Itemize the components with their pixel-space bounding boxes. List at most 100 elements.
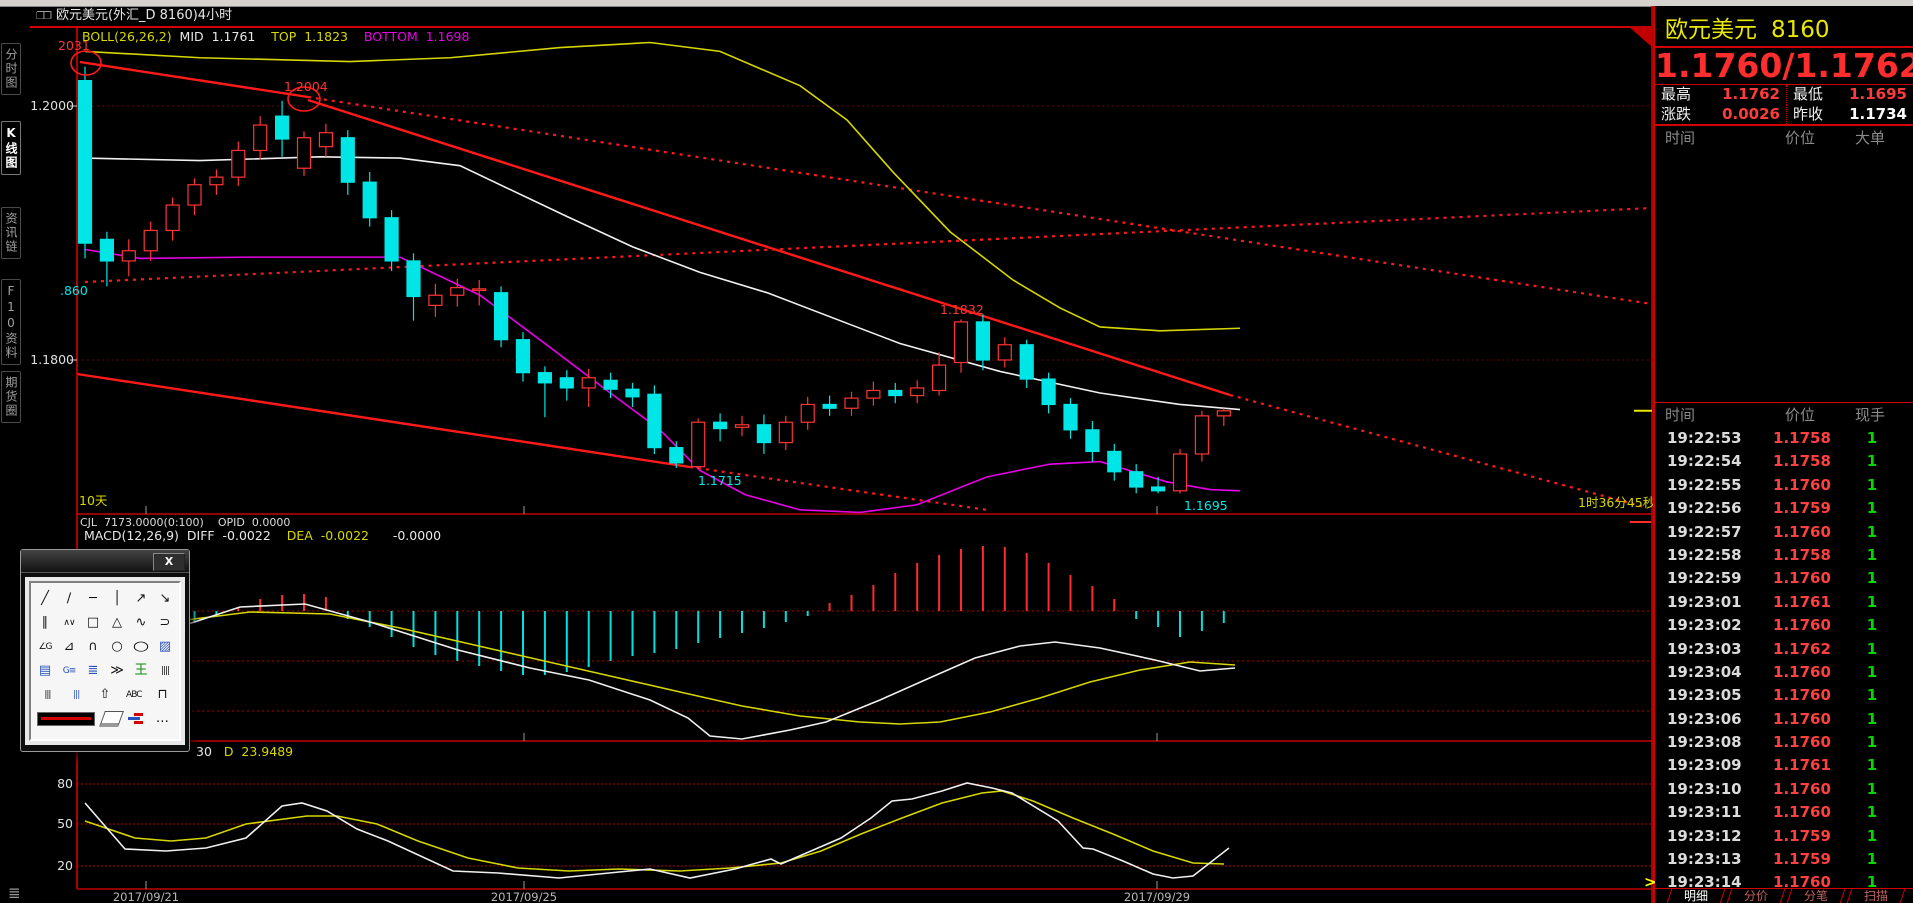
drawing-toolbar-window[interactable]: X ╱ ∕ ─ │ ↗ ↘ ∥ ∧∨ □ △ ∿ ⊃ ∠G ⊿ ∩ ○ ○ ▨ ▤ G≡ ≣ ≫ 王 |||| ||| ||| ⇧ A… (20, 549, 190, 752)
grid-lines-tool[interactable]: |||| (160, 666, 170, 676)
candle-body[interactable] (121, 250, 136, 262)
candle-body[interactable] (778, 421, 793, 444)
candle-body[interactable] (844, 397, 859, 409)
candle-body[interactable] (1216, 410, 1231, 417)
candle-body[interactable] (515, 339, 531, 374)
candle-body[interactable] (362, 181, 377, 219)
candle-body[interactable] (406, 260, 421, 298)
vlines-tool[interactable]: ||| (44, 690, 51, 700)
candle-body[interactable] (340, 137, 355, 183)
polyline-tool[interactable]: ∧∨ (63, 618, 75, 628)
tab-明细[interactable]: 明细 (1666, 889, 1726, 903)
candle-body[interactable] (77, 79, 93, 244)
arrow-up-outline-tool[interactable]: ⇧ (99, 687, 111, 702)
circle-tool[interactable]: ○ (111, 639, 123, 654)
tab-分价[interactable]: 分价 (1726, 889, 1786, 903)
candle-body[interactable] (1019, 344, 1034, 380)
candle-body[interactable] (231, 149, 246, 178)
candle-body[interactable] (1129, 471, 1144, 488)
candle-body[interactable] (165, 204, 180, 232)
candle-body[interactable] (318, 132, 333, 148)
candle-body[interactable] (209, 176, 224, 186)
candle-body[interactable] (866, 389, 881, 399)
candle-body[interactable] (888, 389, 903, 397)
candle-body[interactable] (559, 377, 574, 389)
arc-tool[interactable]: ⊃ (159, 615, 171, 630)
candle-body[interactable] (187, 184, 202, 206)
candle-body[interactable] (756, 424, 772, 444)
candle-body[interactable] (275, 115, 290, 140)
insert-marker-tool[interactable] (128, 712, 144, 726)
sidebar-tab-5[interactable]: 期货圈 (1, 371, 21, 423)
sidebar-tab-4[interactable]: F10资料 (1, 279, 21, 365)
candle-body[interactable] (384, 217, 399, 262)
hatch-band-tool[interactable]: ▨ (158, 639, 172, 654)
more-tools[interactable]: … (155, 711, 169, 726)
text-label-tool[interactable]: ABC (126, 690, 142, 700)
tab-分笔[interactable]: 分笔 (1786, 889, 1846, 903)
candle-body[interactable] (1172, 453, 1188, 492)
candle-body[interactable] (253, 124, 268, 152)
candle-body[interactable] (800, 403, 815, 423)
candle-body[interactable] (625, 388, 640, 398)
drawing-toolbar-titlebar[interactable]: X (21, 550, 189, 573)
candle-body[interactable] (1063, 403, 1078, 431)
horizontal-line-tool[interactable]: ─ (89, 591, 97, 606)
candle-body[interactable] (669, 447, 684, 464)
tab-扫描[interactable]: 扫描 (1846, 889, 1906, 903)
speed-lines-tool[interactable]: ≫ (110, 663, 124, 678)
candle-body[interactable] (537, 372, 553, 384)
arrow-line-up-tool[interactable]: ↗ (135, 591, 147, 606)
candle-body[interactable] (1041, 378, 1056, 406)
candle-body[interactable] (603, 379, 618, 390)
arc-cap-tool[interactable]: ∩ (88, 639, 98, 654)
candle-body[interactable] (1107, 450, 1122, 473)
big-orders-list[interactable] (1655, 150, 1913, 402)
candle-body[interactable] (931, 364, 947, 392)
candle-body[interactable] (910, 387, 925, 397)
wedge-tool[interactable]: ⊿ (63, 639, 75, 654)
annotation-circle[interactable] (70, 50, 102, 76)
annotation-circle[interactable] (287, 86, 321, 112)
candle-body[interactable] (581, 377, 596, 389)
triangle-tool[interactable]: △ (112, 615, 122, 630)
candle-body[interactable] (1194, 415, 1210, 455)
trend-line-tool[interactable]: ╱ (41, 591, 49, 606)
candle-body[interactable] (734, 424, 750, 428)
candle-body[interactable] (1085, 429, 1100, 453)
sidebar-tab-2[interactable]: K线图 (1, 121, 21, 175)
rectangle-tool[interactable]: □ (86, 615, 100, 630)
vlines-blue-tool[interactable]: ||| (73, 690, 80, 700)
candle-body[interactable] (975, 321, 991, 361)
arrow-line-down-tool[interactable]: ↘ (159, 591, 171, 606)
trend-lines[interactable] (76, 60, 1653, 512)
color-swatch-tool[interactable] (36, 712, 95, 726)
golden-section-tool[interactable]: 王 (134, 663, 148, 678)
ruler-tool[interactable]: ⊓ (157, 687, 168, 702)
candle-body[interactable] (472, 288, 487, 291)
candle-body[interactable] (691, 421, 706, 468)
fib-retracement-tool[interactable]: ≣ (87, 663, 99, 678)
candle-body[interactable] (997, 344, 1012, 361)
candle-body[interactable] (143, 229, 158, 252)
segment-tool[interactable]: ∕ (66, 591, 72, 606)
bottom-menu-icon[interactable]: ≣ (8, 884, 21, 902)
time-sales-list[interactable]: 19:22:53 1.1758 1 19:22:54 1.1758 1 19:22:55 1.… (1644, 427, 1913, 895)
wave-tool[interactable]: ∿ (135, 615, 147, 630)
hatch-band2-tool[interactable]: ▤ (38, 663, 52, 678)
main-chart[interactable]: 80 50 20 2017/09/21 2017/09/25 2017/09/29 2031… (0, 0, 1653, 903)
candle-body[interactable] (296, 137, 312, 169)
eraser-tool[interactable] (98, 711, 124, 727)
parallel-lines-tool[interactable]: ∥ (41, 615, 49, 630)
gann-angle-tool[interactable]: ∠G (38, 642, 52, 652)
candle-body[interactable] (494, 292, 509, 341)
candle-body[interactable] (712, 421, 728, 430)
vertical-line-tool[interactable]: │ (113, 591, 121, 606)
candle-body[interactable] (647, 393, 662, 449)
candle-body[interactable] (822, 403, 837, 409)
sidebar-tab-1[interactable]: 分时图 (1, 43, 21, 95)
candle-body[interactable] (1150, 486, 1166, 492)
candle-body[interactable] (99, 238, 115, 262)
gann-grid-tool[interactable]: G≡ (62, 666, 77, 676)
candle-body[interactable] (450, 287, 465, 296)
